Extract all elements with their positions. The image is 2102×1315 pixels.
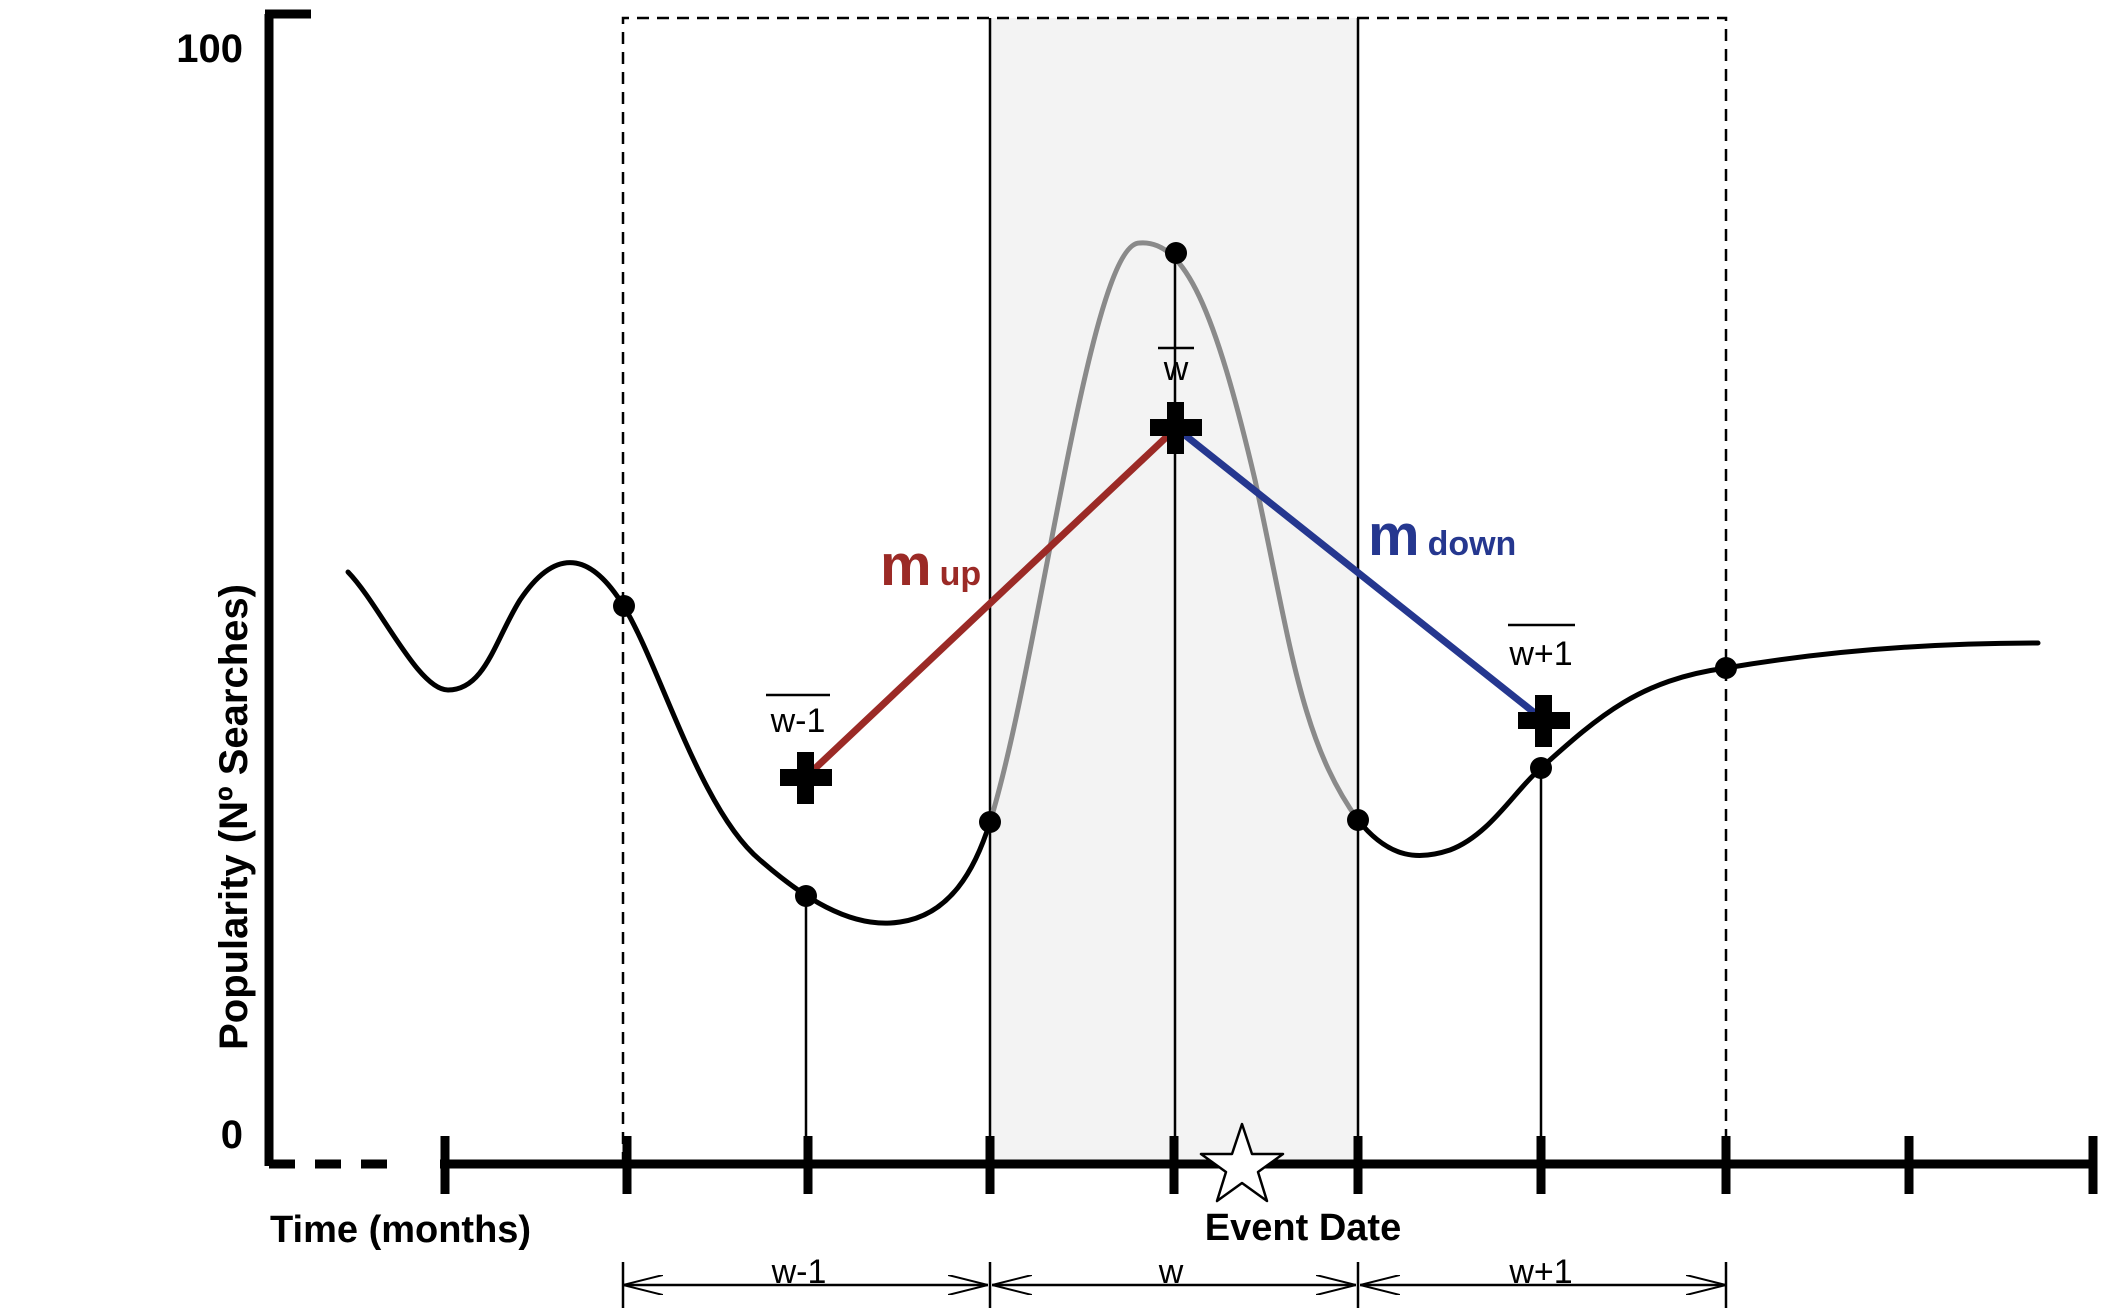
- curve-points: [613, 242, 1737, 907]
- analysis-window-frame: [621, 16, 1728, 1164]
- popularity-curve-left: [345, 560, 993, 926]
- mean-cross-next-icon: [1518, 695, 1570, 747]
- curve-point: [1715, 657, 1737, 679]
- curve-point: [795, 885, 817, 907]
- x-axis-ticks: [440, 1136, 2098, 1194]
- slope-up-label: m up: [880, 533, 981, 598]
- mean-label-next-text: w+1: [1508, 635, 1572, 673]
- slope-down-main: m: [1368, 503, 1420, 568]
- curve-point: [1530, 757, 1552, 779]
- mean-cross-curr-icon: [1150, 402, 1202, 454]
- slope-down-sub: down: [1428, 525, 1517, 563]
- curve-point: [979, 811, 1001, 833]
- y-max-label: 100: [176, 27, 243, 71]
- curve-point: [1347, 809, 1369, 831]
- curve-point: [613, 595, 635, 617]
- window-label-next: w+1: [1508, 1253, 1572, 1291]
- popularity-curve-peak: [987, 240, 1361, 825]
- slope-down-label: m down: [1368, 503, 1516, 568]
- mean-label-curr-text: w: [1163, 350, 1189, 388]
- y-min-label: 0: [221, 1113, 243, 1157]
- mean-label-next: w+1: [1508, 623, 1575, 673]
- slope-up-sub: up: [940, 555, 982, 593]
- popularity-curve-right: [1355, 640, 2041, 858]
- curve-point: [1165, 242, 1187, 264]
- y-axis-label: Popularity (Nº Searches): [212, 584, 256, 1050]
- window-label-curr: w: [1158, 1253, 1184, 1291]
- slope-down-line: [1173, 425, 1544, 721]
- mean-cross-prev-icon: [780, 752, 832, 804]
- slope-up-line: [803, 425, 1179, 780]
- window-label-prev: w-1: [771, 1253, 827, 1291]
- mean-label-prev: w-1: [766, 693, 830, 740]
- event-star-icon: [1199, 1122, 1285, 1203]
- mean-label-curr: w: [1158, 346, 1194, 388]
- event-date-label: Event Date: [1205, 1207, 1401, 1249]
- slope-up-main: m: [880, 533, 932, 598]
- x-axis-label: Time (months): [270, 1209, 531, 1251]
- mean-label-prev-text: w-1: [770, 702, 826, 740]
